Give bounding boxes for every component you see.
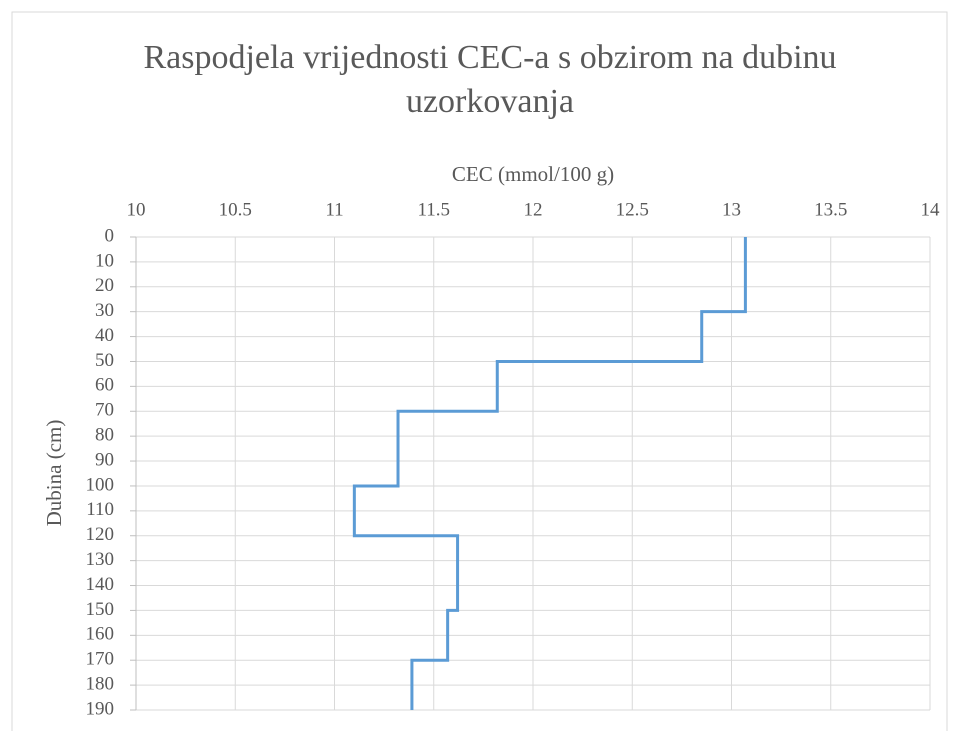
y-tick-label: 40: [95, 325, 114, 346]
y-tick-label: 0: [105, 225, 115, 246]
y-tick-label: 100: [86, 474, 115, 495]
y-tick-label: 170: [86, 649, 115, 670]
x-tick-label: 10: [127, 199, 146, 220]
data-line: [352, 237, 747, 710]
y-tick-label: 180: [86, 673, 115, 694]
x-tick-label: 14: [921, 199, 941, 220]
x-tick-label: 12.5: [616, 199, 649, 220]
y-tick-label: 50: [95, 350, 114, 371]
y-tick-label: 70: [95, 400, 114, 421]
x-tick-label: 11: [325, 199, 343, 220]
y-tick-label: 90: [95, 449, 114, 470]
x-axis-title: CEC (mmol/100 g): [452, 162, 614, 186]
y-tick-label: 130: [86, 549, 115, 570]
chart-border: [11, 11, 948, 731]
x-tick-label: 10.5: [219, 199, 252, 220]
x-tick-label: 13: [722, 199, 741, 220]
y-tick-label: 120: [86, 524, 115, 545]
y-axis-title: Dubina (cm): [42, 420, 66, 527]
y-tick-label: 80: [95, 425, 114, 446]
y-tick-label: 10: [95, 250, 114, 271]
x-tick-label: 11.5: [417, 199, 450, 220]
y-tick-label: 20: [95, 275, 114, 296]
y-tick-label: 150: [86, 599, 115, 620]
y-tick-label: 110: [86, 499, 114, 520]
chart-title: Raspodjela vrijednosti CEC-a s obzirom n…: [143, 39, 837, 120]
y-tick-label: 160: [86, 624, 115, 645]
y-tick-label: 60: [95, 375, 114, 396]
y-tick-label: 30: [95, 300, 114, 321]
y-tick-label: 140: [86, 574, 115, 595]
x-tick-label: 12: [524, 199, 543, 220]
y-tick-label: 190: [86, 698, 115, 719]
x-tick-label: 13.5: [814, 199, 847, 220]
